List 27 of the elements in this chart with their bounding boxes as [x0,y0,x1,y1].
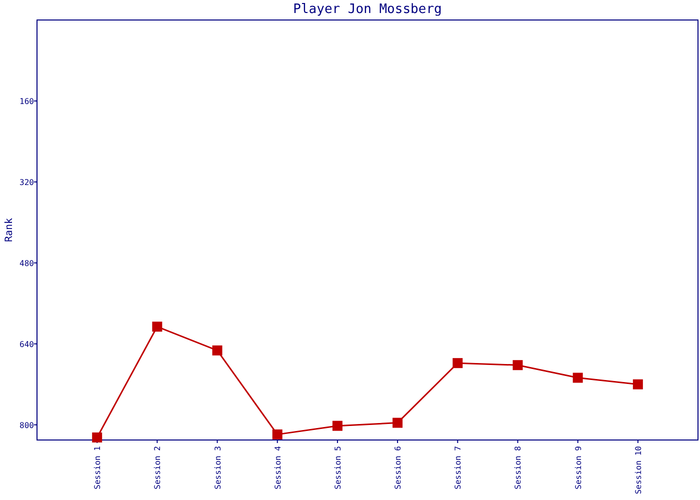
chart-title: Player Jon Mossberg [293,2,442,17]
y-tick-label: 800 [20,420,34,430]
y-tick-label: 320 [20,178,34,187]
point [392,418,403,428]
point [452,358,463,368]
x-tick-label: Session 7 [454,446,463,490]
point [572,372,583,383]
point [152,322,162,332]
point [512,360,523,370]
x-tick-label: Session 8 [514,446,523,490]
x-tick-label: Session 10 [634,446,643,494]
y-axis-title: Rank [4,218,15,242]
x-tick-label: Session 4 [273,446,282,490]
point [332,420,342,431]
y-tick-label: 160 [20,96,34,106]
x-tick-label: Session 3 [213,446,222,490]
x-tick-label: Session 9 [574,446,583,490]
x-tick-label: Session 5 [333,446,342,490]
point [212,345,222,356]
x-tick-label: Session 1 [93,446,102,490]
point [272,429,282,440]
point [632,379,643,390]
y-tick-label: 480 [20,258,34,268]
point [92,432,102,442]
y-tick-label: 640 [20,340,34,349]
x-tick-label: Session 6 [394,446,403,490]
x-tick-label: Session 2 [153,446,162,490]
